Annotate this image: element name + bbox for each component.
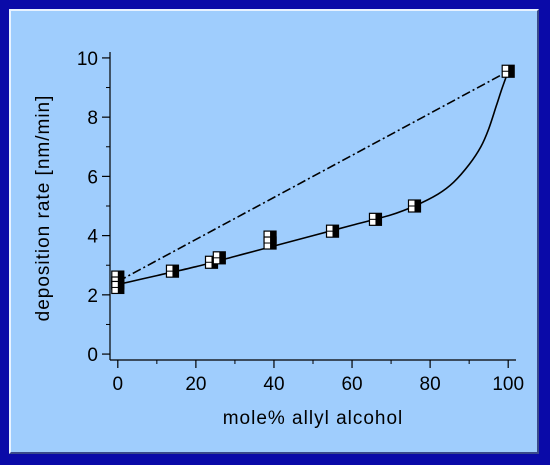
y-tick-label: 4 [87, 227, 98, 248]
fit-lines [117, 70, 509, 286]
data-point [368, 212, 383, 226]
x-tick-label: 20 [185, 374, 206, 395]
x-tick-label: 100 [492, 374, 524, 395]
x-tick-label: 60 [341, 374, 362, 395]
y-tick-label: 10 [77, 49, 98, 70]
x-tick-label: 40 [263, 374, 284, 395]
data-point [212, 251, 226, 265]
data-point [407, 199, 422, 213]
data-point [111, 280, 125, 295]
y-tick-label: 2 [87, 286, 98, 307]
data-point [263, 236, 277, 250]
data-points [111, 64, 515, 295]
x-tick-label: 0 [113, 374, 124, 395]
data-point [501, 64, 515, 78]
axis-labels: mole% allyl alcohol deposition rate [nm/… [33, 95, 404, 429]
x-tick-label: 80 [420, 374, 441, 395]
data-point [165, 264, 180, 278]
x-axis-title: mole% allyl alcohol [223, 408, 404, 429]
y-tick-label: 6 [87, 167, 98, 188]
chart-panel: 0 2 4 6 8 10 0 20 40 60 80 100 mole% allyl alcohol … [9, 9, 539, 454]
y-tick-label: 0 [87, 345, 98, 366]
data-point [325, 224, 340, 238]
y-axis-title: deposition rate [nm/min] [33, 95, 54, 322]
linear-trend-line [117, 70, 509, 283]
y-tick-label: 8 [87, 108, 98, 129]
